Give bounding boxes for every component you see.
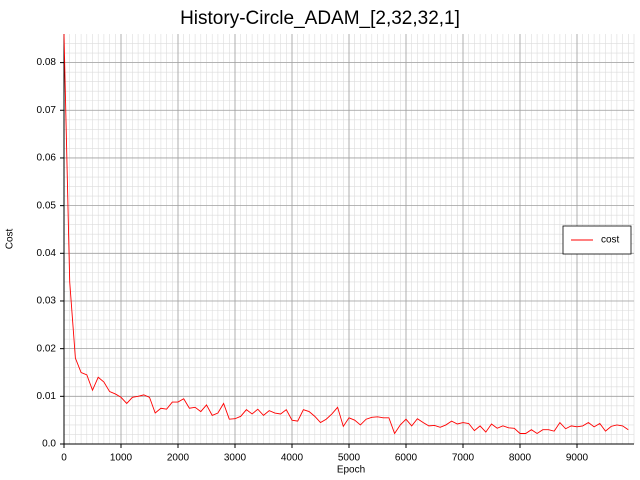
x-tick-label: 8000 — [509, 453, 532, 464]
x-tick-label: 3000 — [224, 453, 247, 464]
x-tick-label: 4000 — [281, 453, 304, 464]
x-tick-label: 5000 — [338, 453, 361, 464]
chart-title: History-Circle_ADAM_[2,32,32,1] — [180, 8, 460, 29]
legend-label: cost — [601, 235, 620, 246]
y-tick-label: 0.05 — [37, 200, 57, 211]
x-tick-label: 9000 — [566, 453, 589, 464]
line-series — [63, 33, 629, 435]
y-tick-label: 0.06 — [37, 153, 57, 164]
y-tick-label: 0.04 — [37, 248, 57, 259]
y-tick-label: 0.0 — [42, 439, 56, 450]
y-axis-label: Cost — [5, 228, 16, 249]
x-tick-label: 1000 — [110, 453, 133, 464]
x-axis-label: Epoch — [337, 465, 365, 476]
y-tick-label: 0.07 — [37, 105, 57, 116]
x-tick-label: 0 — [61, 453, 67, 464]
y-tick-label: 0.02 — [37, 343, 57, 354]
x-tick-label: 7000 — [452, 453, 475, 464]
x-tick-label: 2000 — [167, 453, 190, 464]
y-tick-label: 0.03 — [37, 296, 57, 307]
y-tick-label: 0.08 — [37, 57, 57, 68]
y-tick-label: 0.01 — [37, 391, 57, 402]
x-tick-label: 6000 — [395, 453, 418, 464]
